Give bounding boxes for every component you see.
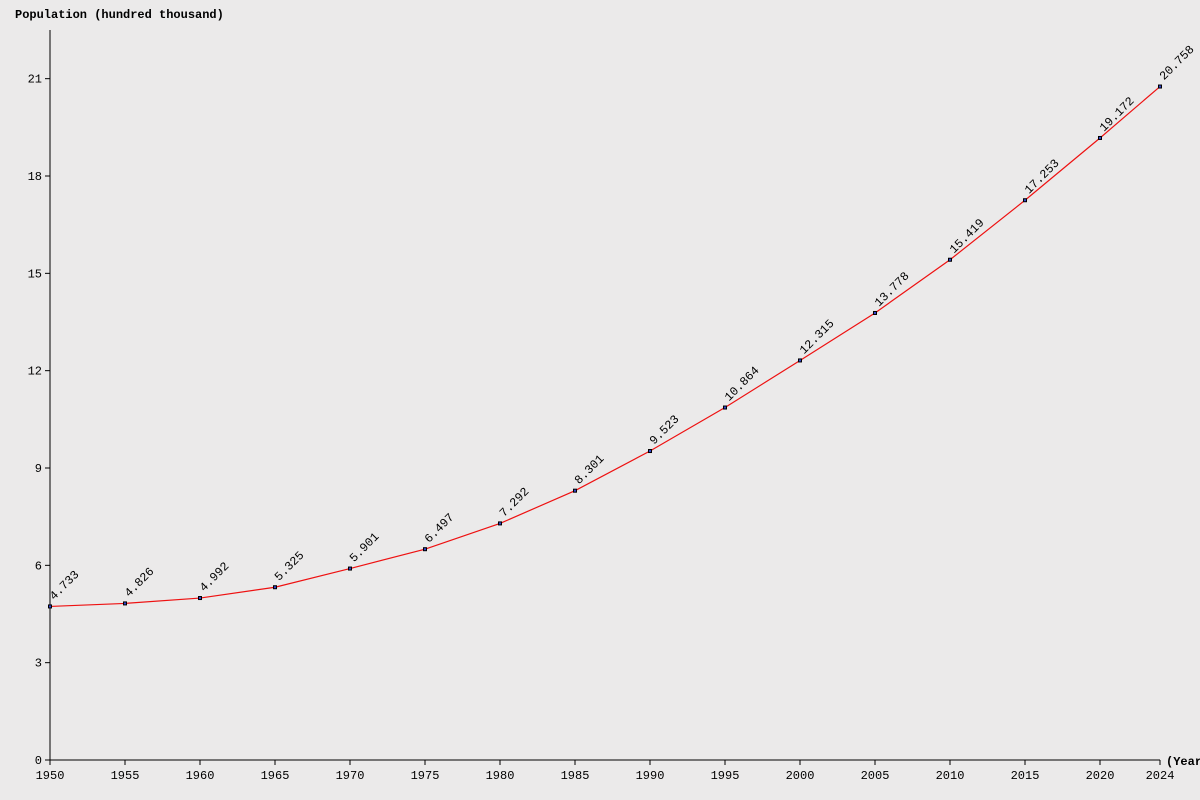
x-tick-label: 1965 [261,769,290,783]
data-point-marker [349,567,352,570]
data-point-marker [949,258,952,261]
data-point-marker [1099,136,1102,139]
x-tick-label: 1975 [411,769,440,783]
x-tick-label: 1985 [561,769,590,783]
data-point-label: 7.292 [497,485,532,520]
data-point-label: 20.758 [1157,43,1197,83]
data-point-label: 17.253 [1022,157,1062,197]
x-tick-label: 1950 [36,769,65,783]
series-line [50,87,1160,607]
y-tick-label: 21 [28,73,42,87]
y-tick-label: 9 [35,462,42,476]
data-point-marker [49,605,52,608]
x-tick-label: 2024 [1146,769,1175,783]
x-tick-label: 1955 [111,769,140,783]
y-axis-title: Population (hundred thousand) [15,8,224,22]
x-tick-label: 1970 [336,769,365,783]
x-tick-label: 2015 [1011,769,1040,783]
data-point-marker [724,406,727,409]
x-axis-title: (Year) [1166,755,1200,769]
data-point-label: 4.992 [197,559,232,594]
data-point-marker [499,522,502,525]
data-point-label: 15.419 [947,216,987,256]
series-point-labels: 4.733 4.826 4.992 5.325 5.901 6.497 7.292 8.301… [47,43,1197,603]
x-tick-label: 2010 [936,769,965,783]
data-point-label: 12.315 [797,317,837,357]
y-tick-label: 18 [28,170,42,184]
y-tick-label: 3 [35,657,42,671]
data-point-marker [124,602,127,605]
y-tick-label: 0 [35,754,42,768]
data-point-marker [1024,199,1027,202]
data-point-label: 5.901 [347,530,382,565]
data-point-marker [574,489,577,492]
data-point-marker [874,311,877,314]
data-point-marker [274,586,277,589]
series-markers [49,85,1162,608]
x-tick-label: 2005 [861,769,890,783]
data-point-label: 4.733 [47,568,82,603]
data-point-marker [1159,85,1162,88]
y-tick-label: 15 [28,267,42,281]
population-line-chart: Population (hundred thousand) (Year) 0 3 6… [0,0,1200,800]
data-point-label: 13.778 [872,269,912,309]
x-tick-label: 2020 [1086,769,1115,783]
data-point-label: 4.826 [122,565,157,600]
x-tick-label: 1990 [636,769,665,783]
data-point-label: 5.325 [272,549,307,584]
data-point-label: 8.301 [572,452,607,487]
data-point-label: 6.497 [422,511,457,546]
data-point-marker [649,450,652,453]
y-tick-label: 12 [28,365,42,379]
data-point-marker [424,548,427,551]
data-point-marker [799,359,802,362]
x-tick-label: 1960 [186,769,215,783]
x-axis-ticks: 1950 1955 1960 1965 1970 1975 1980 1985 1990 1995… [36,760,1175,783]
data-point-marker [199,597,202,600]
data-point-label: 19.172 [1097,94,1137,134]
y-axis-ticks: 0 3 6 9 12 15 18 21 [28,73,50,768]
x-tick-label: 2000 [786,769,815,783]
data-point-label: 10.864 [722,364,762,404]
y-tick-label: 6 [35,559,42,573]
x-tick-label: 1980 [486,769,515,783]
x-tick-label: 1995 [711,769,740,783]
